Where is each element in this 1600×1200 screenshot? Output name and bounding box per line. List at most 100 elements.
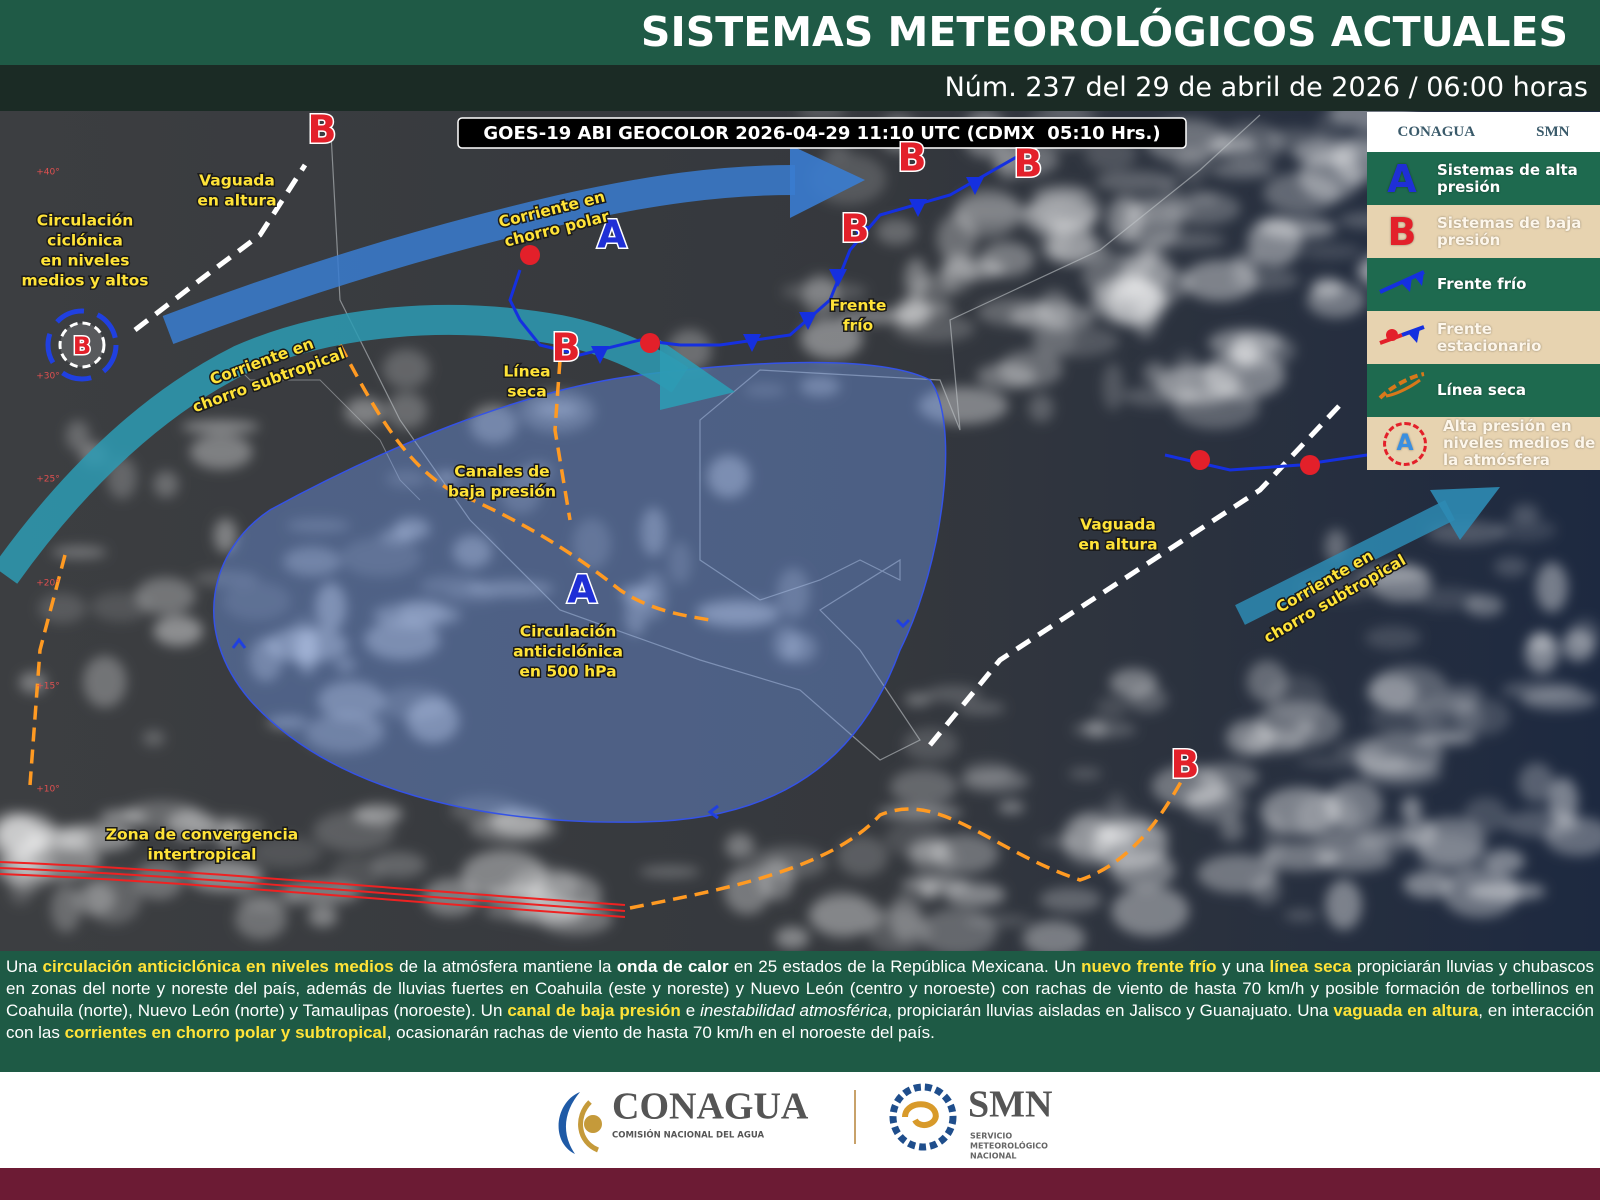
cloud [153, 615, 203, 647]
coastline [239, 369, 421, 501]
cloud [940, 252, 975, 293]
cloud [1520, 688, 1598, 711]
cloud [1518, 762, 1555, 803]
cloud [85, 872, 142, 924]
stationary-front [508, 269, 681, 357]
itcz [0, 867, 626, 912]
cloud [1401, 796, 1422, 822]
legend-symbol: A [1387, 156, 1417, 201]
pressure-letter: B [308, 111, 337, 152]
cloud [1483, 849, 1525, 874]
subtropical-jet [1235, 500, 1455, 625]
description-text: nuevo frente frío [1081, 957, 1217, 976]
latitude-label: +40° [36, 168, 60, 178]
description-text: vaguada en altura [1333, 1001, 1479, 1020]
cloud [1030, 316, 1076, 359]
map-label: Frente [830, 297, 887, 315]
icon-triangle [1400, 277, 1412, 292]
cloud [1168, 192, 1241, 225]
cloud [1291, 140, 1362, 166]
cloud [957, 701, 1006, 715]
cloud [1354, 732, 1444, 778]
cold-front-triangle [829, 269, 847, 287]
cloud [1356, 823, 1418, 854]
cloud [572, 518, 612, 570]
conagua-name: CONAGUA [612, 1086, 809, 1128]
subtropical-jet [0, 305, 689, 584]
cloud [1039, 887, 1102, 913]
cloud [894, 297, 932, 328]
cold-front-triangle [909, 199, 927, 217]
cloud [385, 470, 428, 488]
smn-subtitle: METEOROLÓGICO [970, 1140, 1048, 1151]
cloud [943, 882, 1006, 907]
cloud [800, 318, 863, 360]
conagua-logo [558, 1092, 602, 1154]
description: Una circulación anticiclónica en niveles… [0, 951, 1600, 1072]
cloud [962, 761, 1015, 785]
cloud [1315, 847, 1393, 872]
description-text: e [680, 1001, 701, 1020]
legend-icon [1379, 270, 1425, 294]
cloud [51, 546, 107, 559]
front-symbols [520, 177, 1320, 475]
cloud [1095, 170, 1178, 193]
cloud [1355, 565, 1427, 584]
smn-logo [889, 1083, 957, 1151]
cloud [446, 585, 498, 605]
cloud [234, 898, 287, 940]
cloud [904, 693, 932, 707]
map-label: anticiclónica [513, 643, 623, 661]
cloud [308, 905, 338, 928]
icon-line [1385, 378, 1421, 398]
anticyclone [213, 361, 947, 823]
cloud [353, 803, 403, 825]
cloud [1283, 909, 1318, 922]
cloud [639, 865, 701, 878]
jet-arrowhead [790, 145, 865, 218]
map-label: medios y altos [22, 272, 149, 290]
description-text: onda de calor [616, 957, 729, 976]
description-text: , propiciarán lluvias aisladas en Jalisc… [887, 1001, 1334, 1020]
cloud [1122, 200, 1182, 250]
cloud [1364, 626, 1422, 650]
jet-arrowhead [1430, 487, 1500, 540]
cloud [907, 838, 950, 866]
cloud [1503, 809, 1581, 838]
cloud [1524, 632, 1559, 674]
cloud [707, 455, 751, 498]
legend-symbol [1367, 366, 1437, 415]
trough [928, 403, 1342, 747]
legend-label: Frente estacionario [1437, 319, 1542, 355]
map-label: intertropical [148, 846, 257, 864]
latitude-label: +15° [36, 682, 60, 692]
cloud [371, 851, 427, 878]
pressure-letter: B [898, 136, 927, 180]
logo-text: CONAGUA [1397, 123, 1476, 140]
smn-name: SMN [968, 1084, 1052, 1126]
cloud [1072, 721, 1137, 738]
cloud [743, 383, 787, 397]
cloud [725, 833, 755, 860]
cloud [460, 849, 548, 901]
cloud [90, 592, 151, 622]
cloud [979, 241, 1035, 277]
map-label: Zona de convergencia [106, 826, 299, 844]
title: SISTEMAS METEOROLÓGICOS ACTUALES [640, 8, 1568, 56]
cloud [286, 518, 351, 533]
description-text: , en interacción con las [6, 1001, 1594, 1042]
cloud [317, 680, 385, 721]
cloud [385, 392, 428, 429]
bottom-bar [0, 1168, 1600, 1200]
coastline [329, 114, 1261, 761]
cloud [37, 593, 87, 624]
map-label: baja presión [448, 483, 556, 501]
description-text: canal de baja presión [507, 1001, 681, 1020]
cloud [1426, 520, 1506, 545]
cloud [1295, 721, 1316, 736]
cloud [695, 598, 781, 624]
smn-subtitle: NACIONAL [970, 1152, 1017, 1161]
cloud [213, 518, 238, 554]
cloud [750, 846, 828, 879]
